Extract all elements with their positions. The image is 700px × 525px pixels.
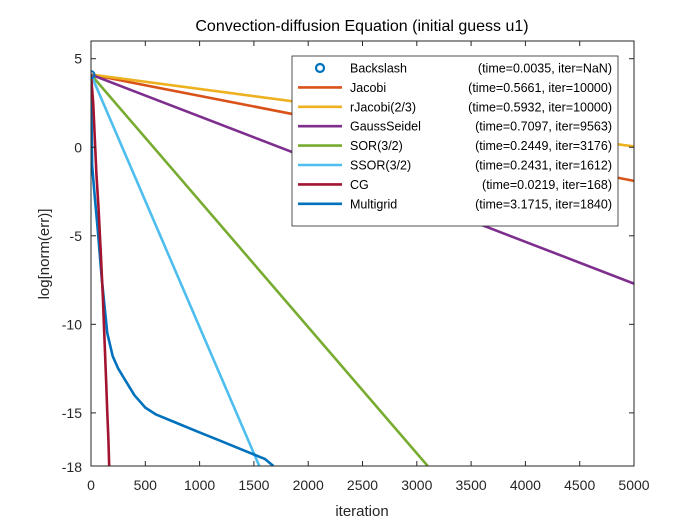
y-tick-label: -15 (62, 405, 82, 421)
x-tick-label: 2000 (293, 477, 324, 493)
y-axis-label: log[norm(err)] (36, 209, 53, 300)
legend-label-rjacobi-2-3: rJacobi(2/3) (350, 100, 416, 114)
series-sor-3-2-line (91, 73, 429, 466)
chart-title: Convection-diffusion Equation (initial g… (195, 18, 528, 35)
legend-label-gaussseidel: GaussSeidel (350, 120, 421, 134)
legend-info-backslash: (time=0.0035, iter=NaN) (478, 62, 612, 76)
legend-info-rjacobi-2-3: (time=0.5932, iter=10000) (468, 100, 612, 114)
legend-label-backslash: Backslash (350, 62, 407, 76)
y-tick-label: -10 (62, 316, 82, 332)
legend-label-sor-3-2: SOR(3/2) (350, 139, 403, 153)
legend-info-ssor-3-2: (time=0.2431, iter=1612) (475, 159, 612, 173)
x-tick-label: 4000 (510, 477, 541, 493)
x-tick-label: 3000 (401, 477, 432, 493)
legend-box (291, 55, 619, 227)
y-tick-label: -5 (70, 228, 83, 244)
x-tick-label: 500 (134, 477, 158, 493)
x-tick-label: 3500 (456, 477, 487, 493)
axes-layer: 0 500 1000 1500 2000 2500 3000 3500 4000 4500 5000… (62, 40, 650, 493)
x-tick-label: 4500 (564, 477, 595, 493)
legend-swatch-backslash (314, 62, 326, 74)
legend-info-gaussseidel: (time=0.7097, iter=9563) (475, 120, 612, 134)
legend-label-jacobi: Jacobi (350, 81, 386, 95)
x-axis-label: iteration (335, 503, 388, 520)
legend-info-multigrid: (time=3.1715, iter=1840) (475, 197, 612, 211)
legend-label-cg: CG (350, 178, 369, 192)
legend-label-multigrid: Multigrid (350, 197, 397, 211)
y-tick-label: 0 (74, 139, 82, 155)
x-tick-label: 5000 (618, 477, 649, 493)
y-tick-label: -18 (62, 459, 82, 475)
legend-info-cg: (time=0.0219, iter=168) (482, 178, 612, 192)
series-cg-line (91, 74, 111, 466)
x-tick-label: 1000 (184, 477, 215, 493)
y-tick-label: 5 (74, 51, 82, 67)
legend-info-jacobi: (time=0.5661, iter=10000) (468, 81, 612, 95)
legend-label-ssor-3-2: SSOR(3/2) (350, 159, 411, 173)
legend-info-sor-3-2: (time=0.2449, iter=3176) (475, 139, 612, 153)
series-ssor-3-2-line (91, 74, 261, 466)
x-tick-label: 1500 (238, 477, 269, 493)
legend: Backslash (time=0.0035, iter=NaN) Jacobi (t… (291, 55, 619, 227)
x-tick-label: 0 (87, 477, 95, 493)
series-multigrid-line (91, 74, 275, 466)
series-backslash-marker (91, 70, 96, 80)
x-tick-label: 2500 (347, 477, 378, 493)
